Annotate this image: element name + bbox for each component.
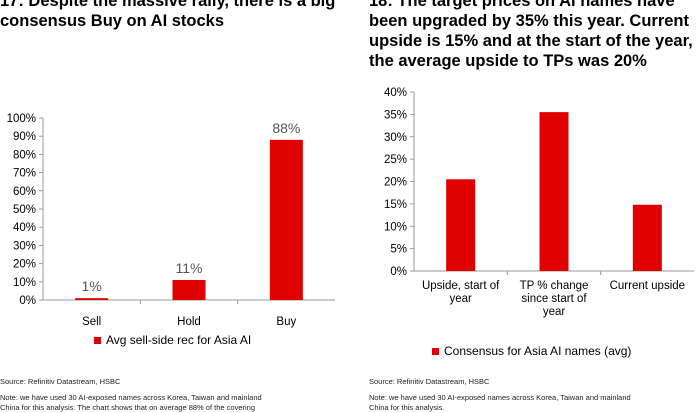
chart-title: 18: The target prices on AI names have b… [369, 0, 693, 71]
chart-source: Source: Refinitiv Datastream, HSBC [369, 377, 490, 386]
category-label: Buy [276, 316, 296, 328]
chart-legend: Avg sell-side rec for Asia AI [94, 333, 251, 347]
bar [75, 298, 109, 300]
y-tick-label: 90% [13, 131, 36, 143]
note-line: China for this analysis. The chart shows… [0, 402, 256, 412]
y-tick-label: 50% [13, 204, 36, 216]
chart-source: Source: Refinitiv Datastream, HSBC [0, 377, 121, 386]
y-tick-label: 15% [384, 199, 407, 211]
data-label: 11% [176, 260, 203, 276]
chart-title-line: the average upside to TPs was 20% [369, 52, 647, 70]
bar-chart-left: 0% 10% 20% 30% 40% 50% 60% 70% 80% 90% 100% 1% 11% 8… [7, 113, 335, 328]
chart-title-line: upside is 15% and at the start of the ye… [369, 32, 693, 50]
note-line: China for this analysis. [369, 402, 445, 412]
y-tick-label: 0% [19, 295, 36, 307]
note-line: Note: we have used 30 AI-exposed names a… [369, 393, 631, 402]
bar [446, 179, 476, 271]
chart-title-line: 18: The target prices on AI names have [369, 0, 675, 10]
legend-label: Avg sell-side rec for Asia AI [106, 333, 252, 347]
chart-note: Note: we have used 30 AI-exposed names a… [369, 393, 631, 412]
bar [172, 279, 206, 300]
category-label: Current upside [610, 280, 685, 292]
bar [269, 139, 303, 300]
category-label: since start of [521, 293, 587, 305]
category-label: Hold [177, 316, 201, 328]
y-tick-label: 25% [384, 154, 407, 166]
y-tick-label: 40% [13, 222, 36, 234]
y-tick-label: 0% [390, 266, 407, 278]
category-label: TP % change [520, 280, 589, 292]
y-tick-label: 5% [390, 244, 407, 256]
chart-title-line: been upgraded by 35% this year. Current [369, 12, 690, 30]
category-label: year [449, 293, 472, 305]
bar [539, 112, 569, 271]
chart-note: Note: we have used 30 AI-exposed names a… [0, 393, 262, 412]
y-tick-label: 10% [384, 221, 407, 233]
chart-title: 17: Despite the massive rally, there is … [0, 0, 335, 31]
y-tick-label: 100% [7, 113, 36, 125]
y-tick-label: 10% [13, 277, 36, 289]
y-tick-label: 30% [384, 132, 407, 144]
y-tick-label: 60% [13, 186, 36, 198]
chart-legend: Consensus for Asia AI names (avg) [432, 344, 631, 358]
data-label: 1% [82, 278, 102, 294]
chart-panel-right: 18: The target prices on AI names have b… [350, 0, 700, 413]
y-tick-label: 30% [13, 240, 36, 252]
y-tick-label: 70% [13, 168, 36, 180]
category-label: Sell [82, 316, 101, 328]
chart-panel-left: 17: Despite the massive rally, there is … [0, 0, 335, 412]
category-label: Upside, start of [422, 280, 500, 292]
legend-swatch [94, 336, 101, 344]
legend-label: Consensus for Asia AI names (avg) [444, 344, 632, 358]
chart-title-line: consensus Buy on AI stocks [0, 12, 225, 30]
bar [632, 204, 662, 271]
y-tick-label: 35% [384, 109, 407, 121]
y-tick-label: 40% [384, 87, 407, 99]
legend-swatch [432, 347, 439, 355]
bar-chart-right: 0% 5% 10% 15% 20% 25% 30% 35% 40% Upside, start … [384, 87, 694, 318]
note-line: Note: we have used 30 AI-exposed names a… [0, 393, 262, 402]
y-tick-label: 80% [13, 149, 36, 161]
data-label: 88% [272, 120, 300, 136]
y-tick-label: 20% [384, 177, 407, 189]
chart-title-line: 17: Despite the massive rally, there is … [0, 0, 336, 10]
category-label: year [543, 306, 566, 318]
y-tick-label: 20% [13, 259, 36, 271]
